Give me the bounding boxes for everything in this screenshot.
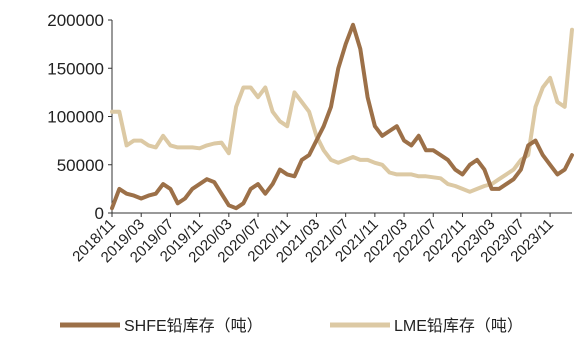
y-tick-label: 200000 <box>47 11 104 30</box>
y-tick-label: 50000 <box>57 156 104 175</box>
series-line-lme <box>110 27 574 194</box>
y-tick-label: 0 <box>95 204 104 223</box>
y-tick-label: 100000 <box>47 108 104 127</box>
y-tick-label: 150000 <box>47 59 104 78</box>
legend-shfe-label: SHFE铅库存（吨） <box>124 317 263 335</box>
legend-lme-label: LME铅库存（吨） <box>394 317 523 335</box>
series-line-shfe <box>110 22 574 211</box>
